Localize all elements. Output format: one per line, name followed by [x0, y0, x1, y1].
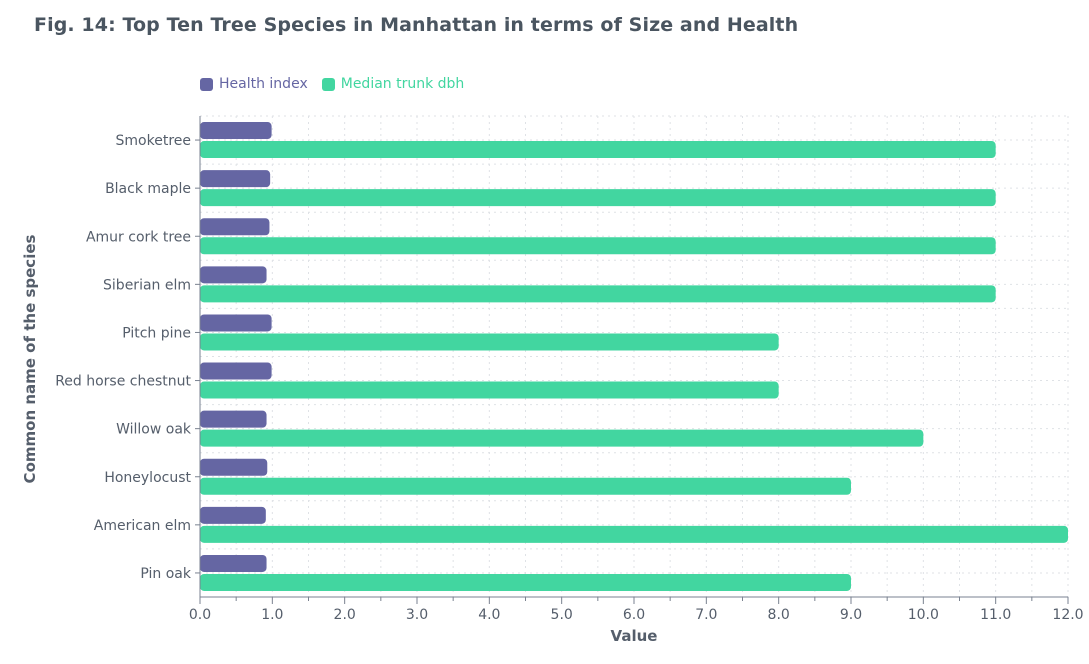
y-tick-label: Willow oak: [116, 422, 192, 438]
bar-health-index[interactable]: [200, 458, 268, 476]
x-tick-label: 5.0: [551, 607, 573, 623]
bars: [200, 122, 1068, 591]
bar-median-trunk-dbh[interactable]: [200, 285, 996, 303]
bar-health-index[interactable]: [200, 218, 270, 236]
y-tick-label: Smoketree: [116, 133, 191, 149]
bar-health-index[interactable]: [200, 506, 266, 524]
grid-lines: [200, 115, 1069, 598]
y-tick-label: Amur cork tree: [86, 229, 191, 245]
chart-title: Fig. 14: Top Ten Tree Species in Manhatt…: [34, 14, 799, 36]
x-tick-label: 1.0: [261, 607, 283, 623]
bar-health-index[interactable]: [200, 314, 272, 332]
x-tick-label: 2.0: [334, 607, 356, 623]
x-tick-label: 7.0: [695, 607, 717, 623]
bar-health-index[interactable]: [200, 410, 267, 428]
legend-label-health-index: Health index: [219, 76, 308, 92]
x-tick-label: 3.0: [406, 607, 428, 623]
bar-median-trunk-dbh[interactable]: [200, 477, 851, 495]
axes: Smoketree Black maple Amur cork tree Siberi…: [55, 116, 1084, 623]
y-tick-label: Red horse chestnut: [55, 374, 191, 390]
x-tick-label: 12.0: [1052, 607, 1083, 623]
legend: Health index Median trunk dbh: [200, 76, 464, 92]
y-tick-label: Pin oak: [140, 566, 191, 582]
x-axis-title: Value: [611, 627, 658, 645]
bar-median-trunk-dbh[interactable]: [200, 381, 779, 399]
legend-swatch-median-trunk-dbh: [321, 77, 335, 91]
bar-health-index[interactable]: [200, 554, 267, 572]
bar-health-index[interactable]: [200, 362, 272, 380]
y-tick-label: Black maple: [105, 181, 191, 197]
y-tick-label: Siberian elm: [103, 277, 191, 293]
legend-label-median-trunk-dbh: Median trunk dbh: [340, 76, 465, 92]
bar-median-trunk-dbh[interactable]: [200, 141, 996, 159]
bar-median-trunk-dbh[interactable]: [200, 429, 924, 447]
legend-item-health-index[interactable]: Health index: [200, 76, 308, 92]
bar-median-trunk-dbh[interactable]: [200, 237, 996, 255]
bar-median-trunk-dbh[interactable]: [200, 189, 996, 207]
bar-health-index[interactable]: [200, 122, 272, 140]
x-tick-label: 0.0: [189, 607, 211, 623]
y-axis-title: Common name of the species: [21, 234, 39, 483]
legend-swatch-health-index: [200, 77, 213, 91]
x-tick-label: 9.0: [840, 607, 862, 623]
bar-health-index[interactable]: [200, 170, 271, 188]
x-tick-label: 8.0: [768, 607, 790, 623]
y-tick-label: American elm: [94, 518, 191, 534]
bar-median-trunk-dbh[interactable]: [200, 573, 851, 591]
x-tick-label: 11.0: [980, 607, 1011, 623]
legend-item-median-trunk-dbh[interactable]: Median trunk dbh: [321, 76, 465, 92]
y-tick-label: Honeylocust: [104, 470, 191, 486]
bar-median-trunk-dbh[interactable]: [200, 525, 1068, 543]
bar-median-trunk-dbh[interactable]: [200, 333, 779, 351]
x-tick-label: 4.0: [478, 607, 500, 623]
y-tick-label: Pitch pine: [122, 325, 191, 341]
x-tick-label: 6.0: [623, 607, 645, 623]
bar-health-index[interactable]: [200, 266, 267, 284]
x-tick-label: 10.0: [908, 607, 939, 623]
